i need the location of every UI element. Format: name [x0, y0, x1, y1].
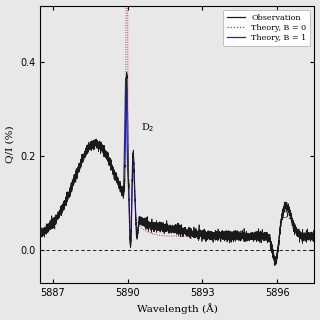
X-axis label: Wavelength (Å): Wavelength (Å) [137, 304, 218, 315]
Text: D$_1$: D$_1$ [280, 209, 293, 222]
Y-axis label: Q/I (%): Q/I (%) [5, 125, 14, 163]
Legend: Observation, Theory, B = 0, Theory, B = 1: Observation, Theory, B = 0, Theory, B = … [223, 10, 310, 46]
Text: D$_2$: D$_2$ [141, 121, 155, 134]
